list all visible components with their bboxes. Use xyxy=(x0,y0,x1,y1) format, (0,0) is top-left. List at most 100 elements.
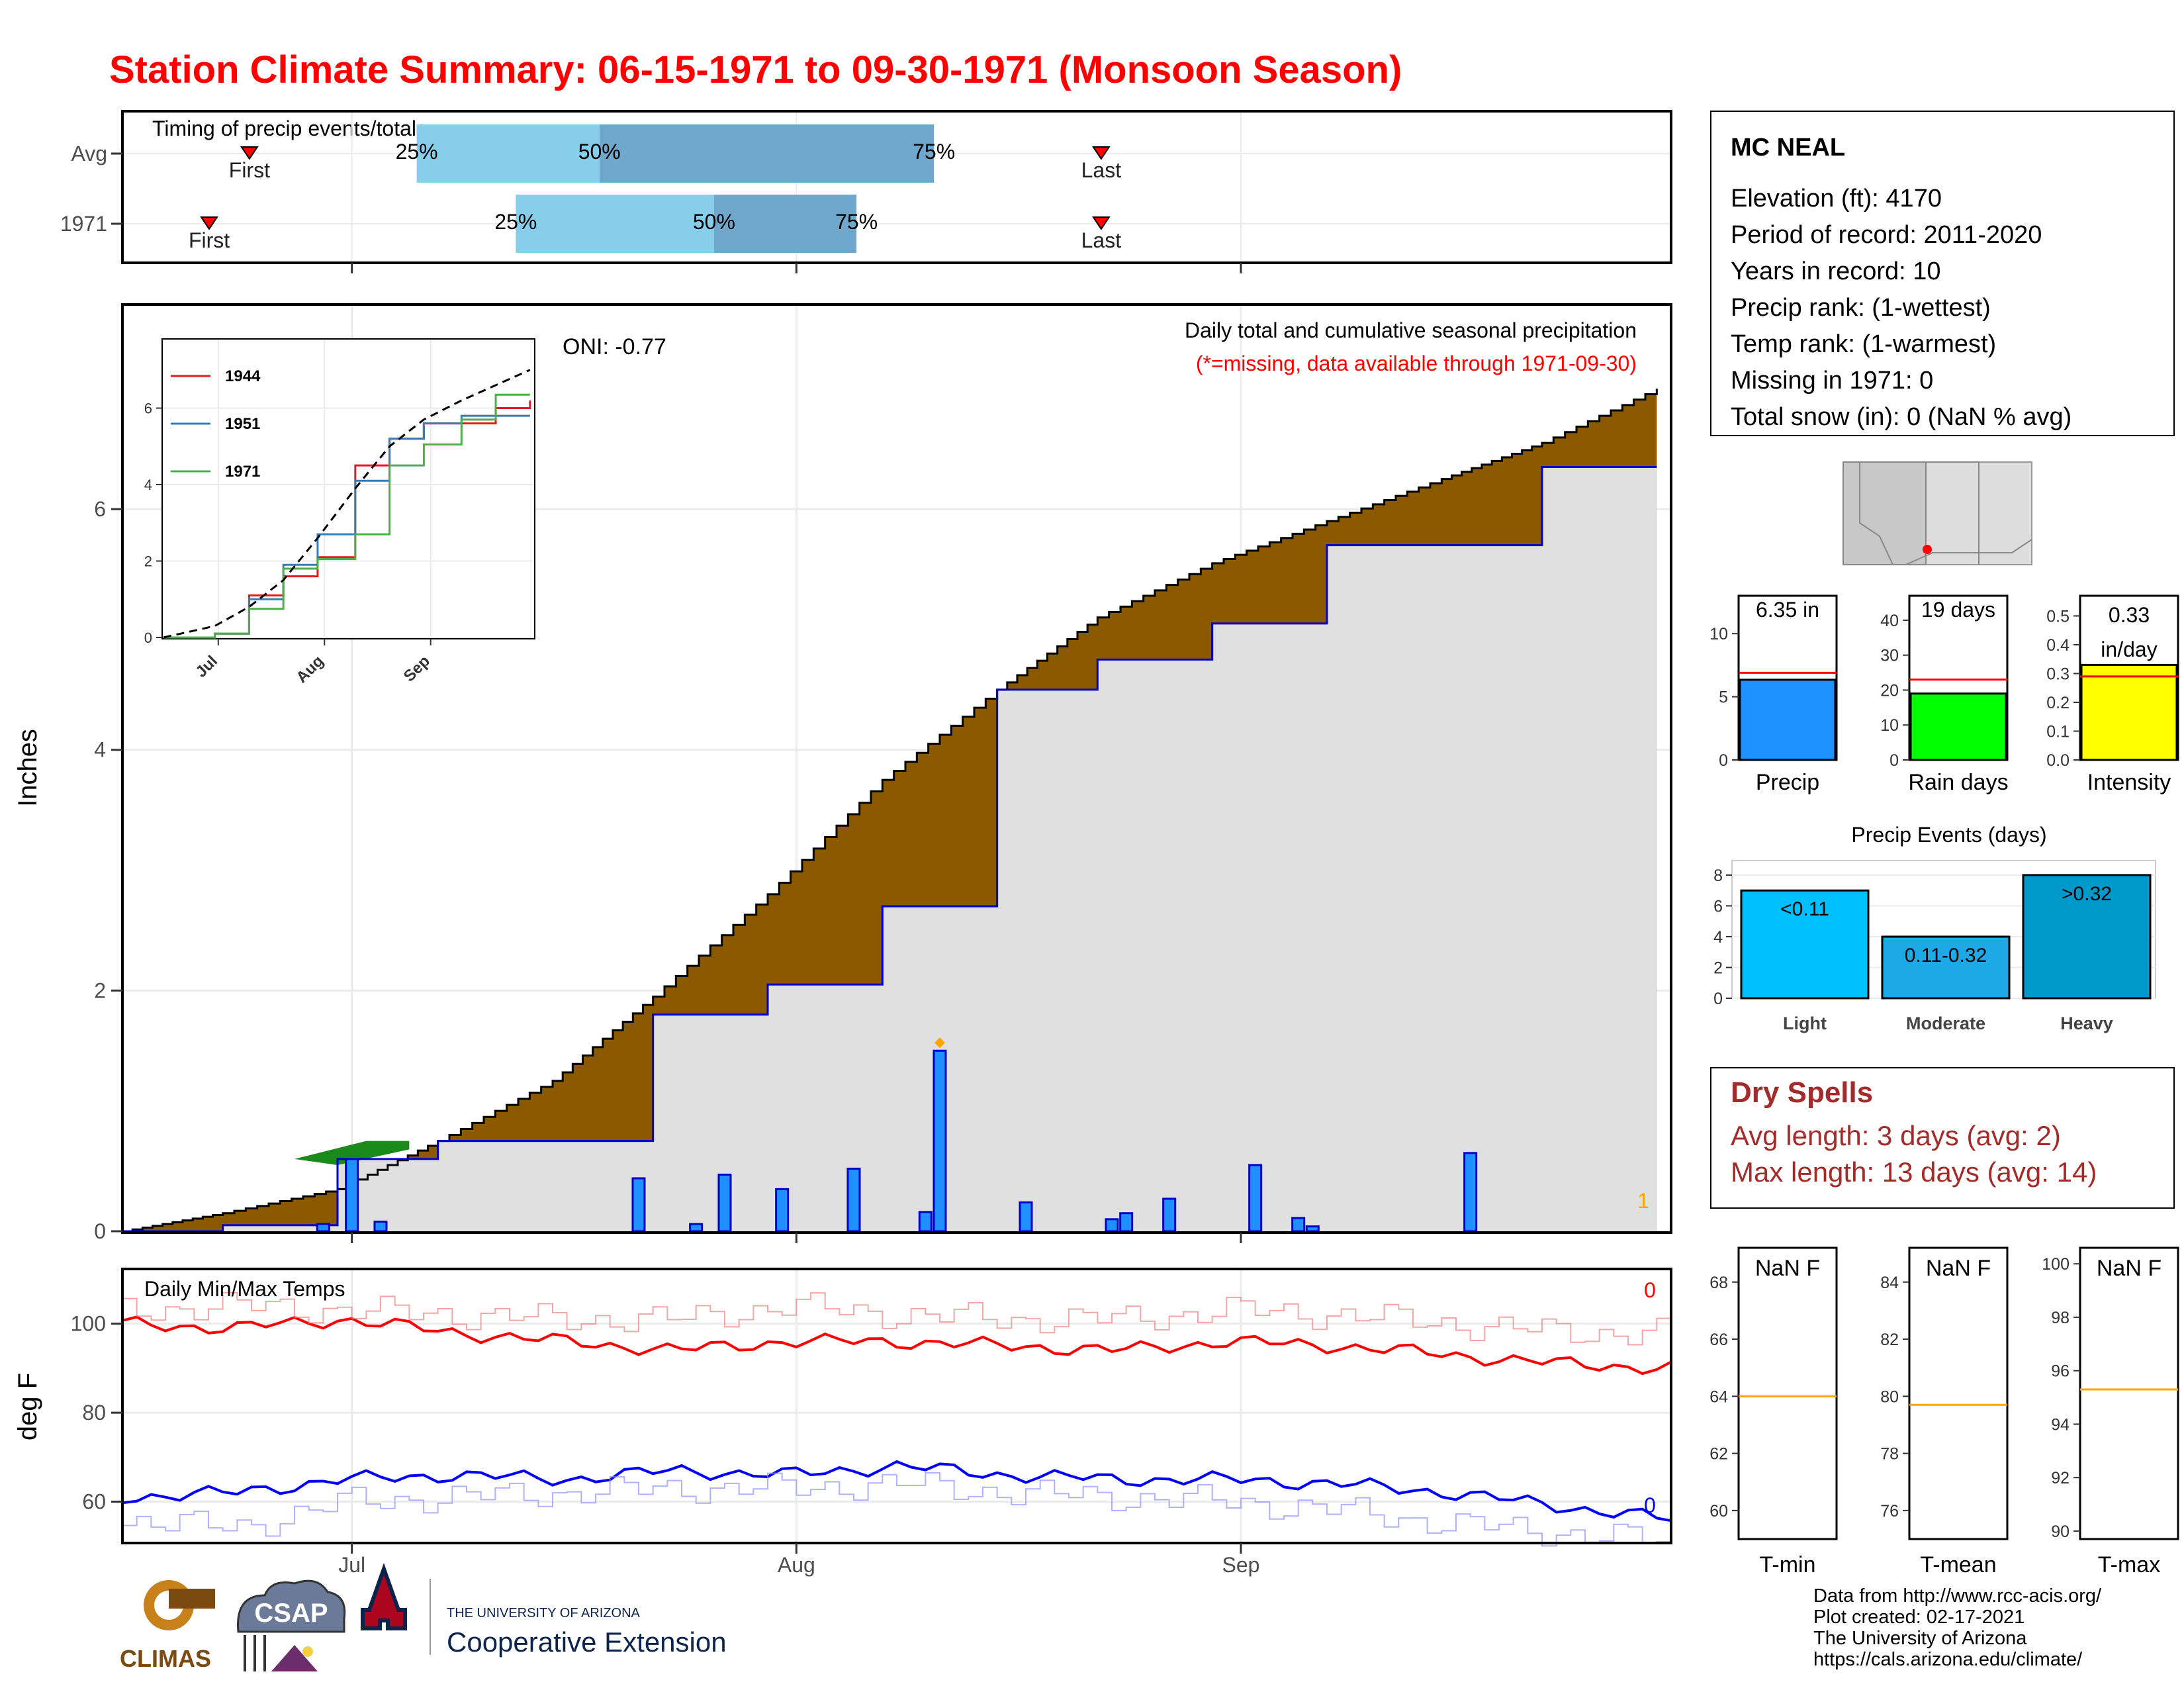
event-category-label: Moderate xyxy=(1906,1013,1985,1033)
temp-box-ytick-label: 80 xyxy=(1880,1387,1899,1406)
mini-ytick-label: 40 xyxy=(1880,612,1899,630)
event-bar-label: 0.11-0.32 xyxy=(1905,945,1987,966)
events-ytick-label: 6 xyxy=(1713,897,1723,915)
ua-logo-line2: Cooperative Extension xyxy=(447,1626,727,1658)
precip-missing-note: (*=missing, data available through 1971-… xyxy=(1196,352,1637,375)
precip-panel: Daily total and cumulative seasonal prec… xyxy=(13,303,1672,1243)
mini-value-label: 6.35 in xyxy=(1756,598,1819,622)
precip-ylabel: Inches xyxy=(13,729,42,807)
mini-ytick-label: 5 xyxy=(1719,688,1728,707)
daily-precip-bar xyxy=(631,1177,646,1233)
inset-ytick-label: 2 xyxy=(144,553,152,570)
daily-precip-bar xyxy=(933,1049,947,1233)
mini-bar-rain-days xyxy=(1909,692,2007,761)
station-info-box: MC NEAL Elevation (ft): 4170 Period of re… xyxy=(1710,111,2175,436)
daily-precip-bar xyxy=(689,1223,704,1233)
missing-count: 1 xyxy=(1637,1189,1649,1213)
temp-title: Daily Min/Max Temps xyxy=(144,1277,345,1301)
locator-map xyxy=(1843,461,2032,565)
dry-spells-title: Dry Spells xyxy=(1731,1076,1873,1109)
timing-title: Timing of precip events/totals xyxy=(152,117,427,140)
mini-bar-precip xyxy=(1739,679,1837,761)
timing-pct-label: 50% xyxy=(693,210,735,234)
daily-precip-bar xyxy=(1463,1152,1478,1233)
station-info-line: Total snow (in): 0 (NaN % avg) xyxy=(1731,403,2071,431)
timing-pct-label: 75% xyxy=(835,210,878,234)
temp-max-missing: 0 xyxy=(1644,1278,1656,1302)
mini-ytick-label: 0 xyxy=(1889,751,1899,770)
temp-line-min xyxy=(122,1460,1672,1523)
credit-line: https://cals.arizona.edu/climate/ xyxy=(1813,1649,2083,1670)
mini-ytick-label: 0.2 xyxy=(2046,694,2070,712)
daily-precip-bar xyxy=(1105,1218,1119,1233)
station-info-line: Period of record: 2011-2020 xyxy=(1731,221,2042,249)
daily-precip-bar xyxy=(1305,1225,1320,1233)
temp-ytick-label: 60 xyxy=(82,1490,106,1514)
timing-panel: Timing of precip events/totals 25% 50% 75%… xyxy=(60,110,1672,273)
events-ytick-label: 2 xyxy=(1713,959,1723,977)
mini-value-label: in/day xyxy=(2101,637,2157,661)
station-info-line: Elevation (ft): 4170 xyxy=(1731,185,1942,212)
event-bar-label: <0.11 xyxy=(1780,898,1829,920)
ua-logo: THE UNIVERSITY OF ARIZONA Cooperative Ex… xyxy=(361,1563,727,1658)
timing-pct-label: 50% xyxy=(578,140,621,164)
temp-ylabel: deg F xyxy=(13,1373,42,1440)
temp-box-frame xyxy=(1737,1246,1838,1540)
precip-caption: Daily total and cumulative seasonal prec… xyxy=(1185,318,1637,342)
events-title: Precip Events (days) xyxy=(1851,823,2046,847)
daily-precip-bar xyxy=(1291,1217,1306,1233)
season-summary-bars: 6.35 in Precip 0 5 10 19 days Rain days 0 10 20 30… xyxy=(1709,594,2179,795)
timing-last-label: Last xyxy=(1081,228,1122,252)
event-bar-heavy xyxy=(2022,874,2152,1000)
timing-row-label: Avg xyxy=(71,142,107,165)
timing-pct-label: 75% xyxy=(913,140,955,164)
climas-logo: CLIMAS xyxy=(120,1580,215,1672)
temp-box-ytick-label: 66 xyxy=(1709,1331,1728,1349)
inset-avg-line xyxy=(163,369,531,639)
timing-bar-late xyxy=(599,124,934,183)
avg-cumulative-line xyxy=(122,389,1658,1233)
temp-box-ytick-label: 92 xyxy=(2051,1469,2070,1487)
temp-box-label: T-min xyxy=(1760,1552,1816,1577)
mini-value-label: 0.33 xyxy=(2109,603,2150,627)
station-location-marker xyxy=(1923,545,1932,554)
data-credits: Data from http://www.rcc-acis.org/Plot c… xyxy=(1813,1585,2102,1670)
temp-line-max-avg xyxy=(122,1291,1672,1346)
daily-precip-bar xyxy=(846,1167,861,1233)
temp-box-value: NaN F xyxy=(2097,1256,2161,1281)
timing-first-marker xyxy=(240,146,259,160)
mini-axis-label: Intensity xyxy=(2087,770,2171,795)
mini-bar-intensity xyxy=(2080,663,2178,761)
month-label: Jul xyxy=(338,1553,365,1577)
temp-panel: Daily Min/Max Temps 0 0 deg F 60 80 100 Ju… xyxy=(13,1268,1672,1577)
event-category-label: Heavy xyxy=(2060,1013,2113,1033)
inset-ytick-label: 6 xyxy=(144,400,152,417)
temp-box-ytick-label: 68 xyxy=(1709,1274,1728,1292)
temperature-summary-boxes: NaN F T-min 60 62 64 66 68 NaN F T-mean 76 78 80 82 8… xyxy=(1709,1246,2179,1577)
temp-box-ytick-label: 82 xyxy=(1880,1331,1899,1349)
temp-line-max xyxy=(122,1315,1672,1376)
credit-line: Data from http://www.rcc-acis.org/ xyxy=(1813,1585,2102,1607)
month-label: Sep xyxy=(1222,1553,1260,1577)
temp-box-value: NaN F xyxy=(1926,1256,1991,1281)
inset-legend-label: 1971 xyxy=(225,463,260,481)
timing-last-marker xyxy=(1092,146,1111,160)
temp-box-value: NaN F xyxy=(1755,1256,1820,1281)
event-bar-light xyxy=(1740,889,1870,1000)
timing-pct-label: 25% xyxy=(494,210,537,234)
daily-precip-bar xyxy=(345,1158,359,1233)
mini-ytick-label: 0.4 xyxy=(2046,636,2070,655)
precip-events-chart: Precip Events (days) 0 2 4 6 8 <0.11 Light 0.11… xyxy=(1713,823,2156,1033)
mini-ytick-label: 0.1 xyxy=(2046,722,2070,741)
temp-box-ytick-label: 78 xyxy=(1880,1445,1899,1464)
csap-logo: CSAP xyxy=(237,1579,346,1671)
temp-box-ytick-label: 76 xyxy=(1880,1502,1899,1521)
events-ytick-label: 4 xyxy=(1713,928,1723,947)
daily-precip-bar xyxy=(316,1223,330,1233)
mini-ytick-label: 0.3 xyxy=(2046,665,2070,683)
station-name: MC NEAL xyxy=(1731,134,1845,162)
temp-box-ytick-label: 64 xyxy=(1709,1387,1728,1406)
mini-ytick-label: 10 xyxy=(1709,625,1728,643)
temp-box-label: T-max xyxy=(2098,1552,2160,1577)
timing-last-marker xyxy=(1092,216,1111,230)
